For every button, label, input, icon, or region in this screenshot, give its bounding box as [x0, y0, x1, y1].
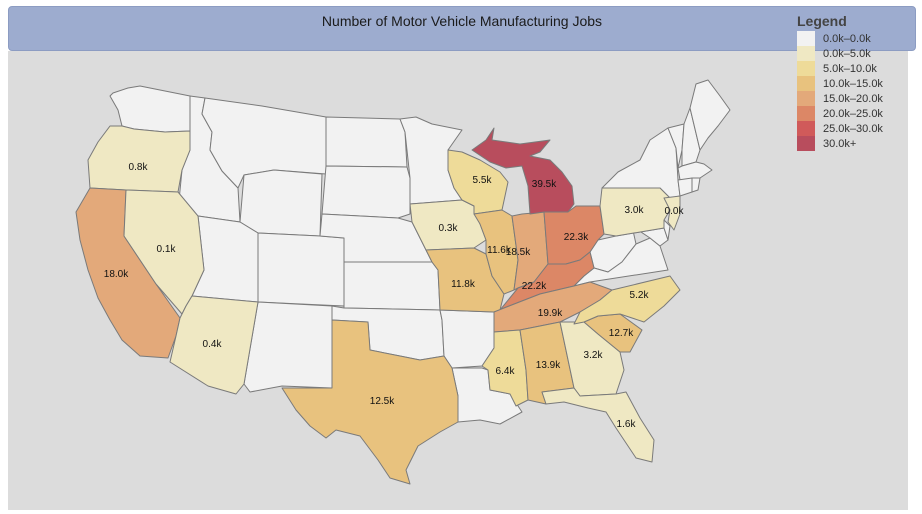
legend-item-label: 0.0k–0.0k: [823, 32, 871, 45]
state-label-AZ: 0.4k: [203, 339, 223, 350]
state-label-CA: 18.0k: [104, 269, 129, 280]
state-label-SC: 12.7k: [609, 328, 634, 339]
state-MT[interactable]: [201, 97, 327, 189]
legend-swatch: [797, 136, 815, 151]
legend-item: 20.0k–25.0k: [797, 106, 883, 121]
legend-item: 30.0k+: [797, 136, 883, 151]
state-VT[interactable]: [667, 123, 685, 169]
legend-item-label: 0.0k–5.0k: [823, 47, 871, 60]
legend-item: 0.0k–5.0k: [797, 46, 883, 61]
state-WA[interactable]: [109, 85, 191, 133]
legend-swatch: [797, 61, 815, 76]
state-label-AL: 13.9k: [536, 360, 561, 371]
legend-item-label: 15.0k–20.0k: [823, 92, 883, 105]
state-label-KY: 22.2k: [522, 281, 547, 292]
legend-item-label: 30.0k+: [823, 137, 857, 150]
state-NJ[interactable]: [663, 195, 681, 231]
legend-swatch: [797, 121, 815, 136]
state-WY[interactable]: [239, 169, 323, 237]
legend-item-label: 20.0k–25.0k: [823, 107, 883, 120]
state-AZ[interactable]: [169, 295, 259, 395]
state-IL[interactable]: [473, 209, 519, 295]
legend-title: Legend: [797, 13, 847, 29]
legend-item: 10.0k–15.0k: [797, 76, 883, 91]
state-NC[interactable]: [573, 275, 681, 325]
legend-item: 0.0k–0.0k: [797, 31, 883, 46]
state-label-IL: 11.6k: [487, 245, 512, 256]
state-CO[interactable]: [257, 232, 345, 307]
state-label-NC: 5.2k: [630, 290, 650, 301]
legend-swatch: [797, 46, 815, 61]
state-label-TN: 19.9k: [538, 308, 563, 319]
state-label-IN: 18.5k: [506, 247, 531, 258]
state-label-OR: 0.8k: [129, 162, 149, 173]
state-label-GA: 3.2k: [584, 350, 604, 361]
legend-item: 15.0k–20.0k: [797, 91, 883, 106]
state-OR[interactable]: [87, 125, 191, 193]
legend-item: 5.0k–10.0k: [797, 61, 883, 76]
title-bar: Number of Motor Vehicle Manufacturing Jo…: [8, 6, 916, 51]
state-TX[interactable]: [281, 319, 459, 485]
state-NM[interactable]: [243, 301, 333, 393]
state-PA[interactable]: [599, 187, 671, 237]
state-label-IA: 0.3k: [439, 223, 459, 234]
state-KS[interactable]: [343, 261, 441, 311]
map-title: Number of Motor Vehicle Manufacturing Jo…: [321, 13, 603, 29]
state-label-NV: 0.1k: [157, 244, 177, 255]
legend-item-label: 10.0k–15.0k: [823, 77, 883, 90]
state-RI[interactable]: [691, 177, 701, 193]
legend-swatch: [797, 91, 815, 106]
state-SD[interactable]: [321, 165, 411, 219]
state-label-MI: 39.5k: [532, 179, 557, 190]
legend-item: 25.0k–30.0k: [797, 121, 883, 136]
state-label-MO: 11.8k: [451, 279, 476, 290]
legend-swatch: [797, 76, 815, 91]
state-CT[interactable]: [677, 177, 693, 197]
legend-item-label: 5.0k–10.0k: [823, 62, 877, 75]
state-ND[interactable]: [325, 116, 408, 168]
state-label-FL: 1.6k: [617, 419, 637, 430]
state-label-PA: 3.0k: [625, 205, 645, 216]
state-label-TX: 12.5k: [370, 396, 395, 407]
state-label-MS: 6.4k: [496, 366, 516, 377]
state-label-WI: 5.5k: [473, 175, 493, 186]
legend-item-label: 25.0k–30.0k: [823, 122, 883, 135]
legend-swatch: [797, 106, 815, 121]
state-label-NJ: 0.0k: [665, 206, 685, 217]
state-FL[interactable]: [541, 387, 655, 463]
legend-swatch: [797, 31, 815, 46]
state-label-OH: 22.3k: [564, 232, 589, 243]
state-ME[interactable]: [689, 79, 731, 151]
state-MI[interactable]: [471, 127, 575, 215]
legend: Legend 0.0k–0.0k 0.0k–5.0k 5.0k–10.0k 10.0k…: [797, 13, 883, 151]
